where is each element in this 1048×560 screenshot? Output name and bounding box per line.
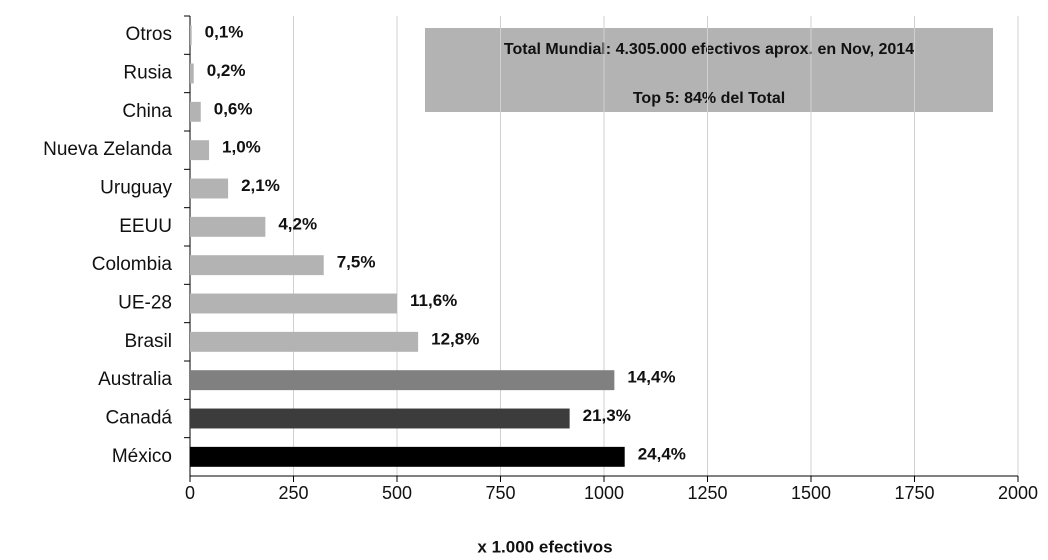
- annotation: Total Mundial: 4.305.000 efectivos aprox…: [504, 41, 914, 58]
- bar: [190, 178, 229, 199]
- data-label: 4,2%: [278, 214, 317, 233]
- bar: [190, 408, 570, 429]
- bar: [190, 140, 210, 161]
- y-tick-label: Australia: [98, 369, 172, 390]
- x-tick-label: 500: [382, 483, 412, 503]
- y-tick-label: EEUU: [119, 216, 172, 237]
- bar: [190, 101, 201, 122]
- bar: [190, 25, 192, 46]
- y-tick-label: China: [122, 101, 172, 122]
- data-label: 11,6%: [410, 291, 457, 310]
- data-label: 21,3%: [583, 406, 631, 425]
- bar: [190, 63, 194, 84]
- data-label: 0,1%: [205, 23, 244, 42]
- x-tick-label: 750: [485, 483, 515, 503]
- data-label: 7,5%: [337, 253, 376, 272]
- x-tick-label: 1500: [791, 483, 831, 503]
- annotation: Top 5: 84% del Total: [633, 90, 785, 107]
- y-tick-label: Rusia: [123, 63, 172, 84]
- data-label: 1,0%: [222, 138, 261, 157]
- x-tick-label: 1750: [894, 483, 934, 503]
- bar: [190, 331, 419, 352]
- data-label: 0,6%: [214, 99, 253, 118]
- data-label: 12,8%: [431, 329, 479, 348]
- y-tick-label: México: [112, 446, 172, 467]
- x-tick-label: 1250: [687, 483, 727, 503]
- annotation-box: [425, 28, 993, 112]
- y-tick-label: Otros: [126, 24, 172, 45]
- x-tick-label: 0: [185, 483, 195, 503]
- data-label: 14,4%: [627, 368, 675, 387]
- y-tick-label: UE-28: [118, 293, 172, 314]
- y-tick-label: Brasil: [124, 331, 172, 352]
- x-tick-label: 2000: [998, 483, 1038, 503]
- data-label: 0,2%: [207, 61, 246, 80]
- x-tick-label: 250: [278, 483, 308, 503]
- bar: [190, 216, 266, 237]
- y-tick-label: Uruguay: [100, 178, 172, 199]
- y-tick-label: Nueva Zelanda: [43, 139, 172, 160]
- data-label: 24,4%: [638, 444, 686, 463]
- bar: [190, 446, 625, 467]
- bar: [190, 370, 615, 391]
- bar: [190, 293, 397, 314]
- data-label: 2,1%: [241, 176, 280, 195]
- y-tick-label: Colombia: [92, 254, 173, 275]
- x-tick-label: 1000: [584, 483, 624, 503]
- x-axis-title: x 1.000 efectivos: [477, 537, 612, 556]
- y-tick-label: Canadá: [105, 408, 172, 429]
- bar: [190, 255, 324, 276]
